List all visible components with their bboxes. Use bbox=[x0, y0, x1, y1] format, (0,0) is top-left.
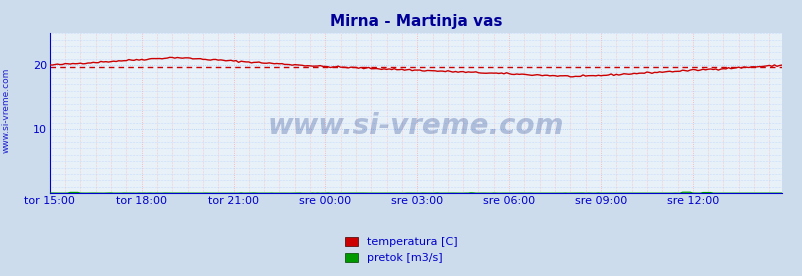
Text: www.si-vreme.com: www.si-vreme.com bbox=[267, 112, 564, 140]
Text: www.si-vreme.com: www.si-vreme.com bbox=[2, 68, 11, 153]
Legend: temperatura [C], pretok [m3/s]: temperatura [C], pretok [m3/s] bbox=[340, 232, 462, 268]
Title: Mirna - Martinja vas: Mirna - Martinja vas bbox=[330, 14, 501, 29]
